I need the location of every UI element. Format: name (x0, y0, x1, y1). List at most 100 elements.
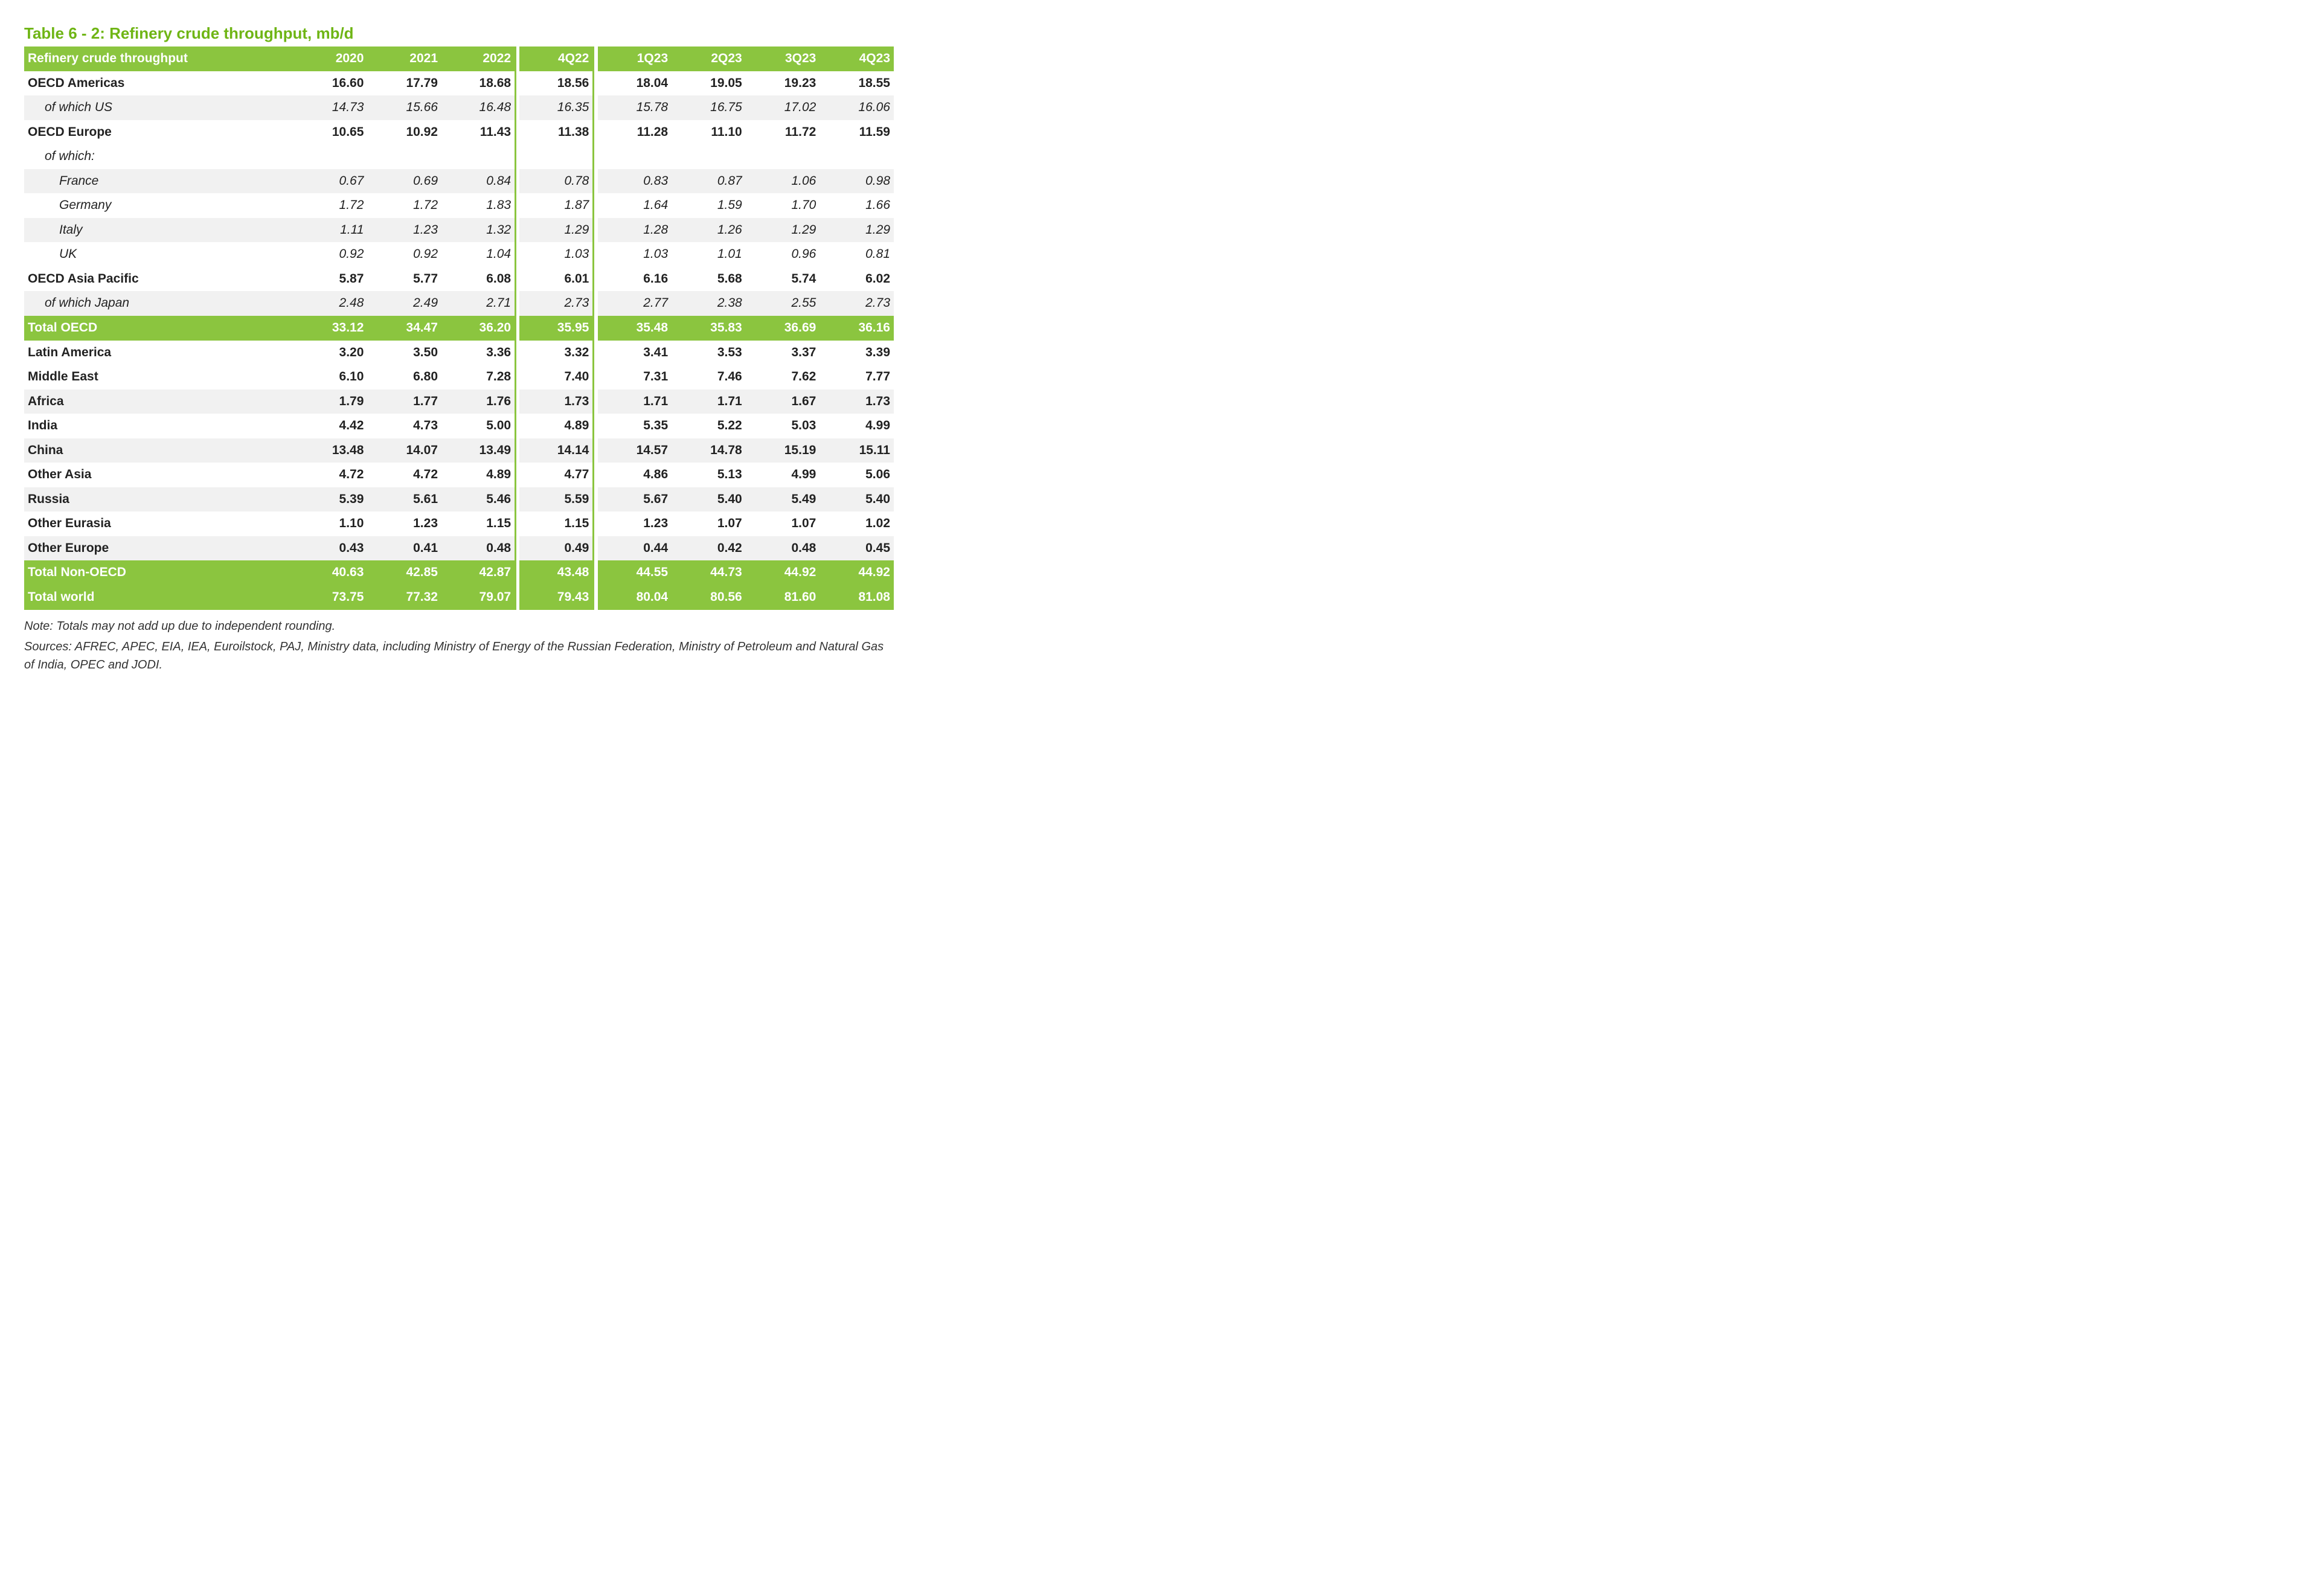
cell-4q23: 36.16 (820, 316, 894, 341)
cell-2021: 6.80 (367, 365, 441, 389)
cell-2020: 10.65 (293, 120, 368, 145)
column-gap (516, 560, 520, 585)
column-gap (594, 242, 598, 267)
column-gap (516, 316, 520, 341)
cell-2022: 0.84 (441, 169, 516, 194)
column-gap (594, 169, 598, 194)
cell-2q23: 11.10 (672, 120, 746, 145)
cell-1q23: 0.83 (598, 169, 672, 194)
cell-4q22: 1.87 (519, 193, 594, 218)
cell-4q22: 18.56 (519, 71, 594, 96)
column-gap (516, 218, 520, 243)
cell-1q23: 15.78 (598, 95, 672, 120)
cell-2q23: 2.38 (672, 291, 746, 316)
cell-1q23: 1.03 (598, 242, 672, 267)
cell-3q23: 5.49 (746, 487, 820, 512)
cell-2022: 6.08 (441, 267, 516, 292)
column-gap (516, 438, 520, 463)
table-row: of which US14.7315.6616.4816.3515.7816.7… (24, 95, 894, 120)
cell-2q23: 14.78 (672, 438, 746, 463)
row-label: France (24, 169, 293, 194)
cell-2022: 0.48 (441, 536, 516, 561)
cell-3q23: 3.37 (746, 341, 820, 365)
column-gap (594, 218, 598, 243)
table-row: Italy1.111.231.321.291.281.261.291.29 (24, 218, 894, 243)
header-2022: 2022 (441, 46, 516, 71)
cell-2022: 1.76 (441, 389, 516, 414)
row-label: Middle East (24, 365, 293, 389)
column-gap (594, 463, 598, 487)
cell-4q23: 44.92 (820, 560, 894, 585)
cell-3q23: 1.07 (746, 511, 820, 536)
note-line: Note: Totals may not add up due to indep… (24, 617, 894, 635)
header-3q23: 3Q23 (746, 46, 820, 71)
cell-1q23: 44.55 (598, 560, 672, 585)
cell-3q23: 1.29 (746, 218, 820, 243)
column-gap (594, 316, 598, 341)
row-label: of which: (24, 144, 293, 169)
cell-4q22: 7.40 (519, 365, 594, 389)
column-gap (516, 487, 520, 512)
cell-2022 (441, 144, 516, 169)
row-label: Total world (24, 585, 293, 610)
table-row: Africa1.791.771.761.731.711.711.671.73 (24, 389, 894, 414)
cell-2q23: 1.71 (672, 389, 746, 414)
cell-4q22: 16.35 (519, 95, 594, 120)
cell-3q23: 0.96 (746, 242, 820, 267)
cell-2020: 1.79 (293, 389, 368, 414)
column-gap (516, 46, 520, 71)
cell-4q23: 5.06 (820, 463, 894, 487)
cell-2q23: 5.22 (672, 414, 746, 438)
cell-2021: 1.23 (367, 511, 441, 536)
row-label: Africa (24, 389, 293, 414)
table-row: China13.4814.0713.4914.1414.5714.7815.19… (24, 438, 894, 463)
table-row: Middle East6.106.807.287.407.317.467.627… (24, 365, 894, 389)
table-row: Total OECD33.1234.4736.2035.9535.4835.83… (24, 316, 894, 341)
column-gap (516, 95, 520, 120)
cell-2q23: 1.01 (672, 242, 746, 267)
column-gap (516, 242, 520, 267)
column-gap (594, 267, 598, 292)
cell-2q23: 44.73 (672, 560, 746, 585)
table-row: of which Japan2.482.492.712.732.772.382.… (24, 291, 894, 316)
column-gap (594, 291, 598, 316)
cell-2022: 13.49 (441, 438, 516, 463)
table-notes: Note: Totals may not add up due to indep… (24, 617, 894, 674)
column-gap (594, 511, 598, 536)
cell-2020: 1.11 (293, 218, 368, 243)
table-row: of which: (24, 144, 894, 169)
cell-2022: 18.68 (441, 71, 516, 96)
header-2q23: 2Q23 (672, 46, 746, 71)
cell-1q23: 1.71 (598, 389, 672, 414)
table-row: Other Asia4.724.724.894.774.865.134.995.… (24, 463, 894, 487)
cell-2020: 0.67 (293, 169, 368, 194)
row-label: Other Eurasia (24, 511, 293, 536)
column-gap (594, 144, 598, 169)
cell-2020: 5.39 (293, 487, 368, 512)
column-gap (516, 71, 520, 96)
cell-2021: 14.07 (367, 438, 441, 463)
cell-1q23: 2.77 (598, 291, 672, 316)
cell-2q23: 1.26 (672, 218, 746, 243)
cell-2020: 0.92 (293, 242, 368, 267)
row-label: Latin America (24, 341, 293, 365)
column-gap (516, 585, 520, 610)
column-gap (594, 365, 598, 389)
cell-2q23: 5.68 (672, 267, 746, 292)
cell-4q23: 1.66 (820, 193, 894, 218)
cell-2022: 4.89 (441, 463, 516, 487)
column-gap (594, 560, 598, 585)
cell-4q22: 14.14 (519, 438, 594, 463)
table-row: OECD Americas16.6017.7918.6818.5618.0419… (24, 71, 894, 96)
cell-2020: 1.72 (293, 193, 368, 218)
cell-3q23: 81.60 (746, 585, 820, 610)
column-gap (594, 120, 598, 145)
cell-4q23 (820, 144, 894, 169)
cell-2020: 16.60 (293, 71, 368, 96)
cell-4q23: 2.73 (820, 291, 894, 316)
cell-2021: 77.32 (367, 585, 441, 610)
table-row: Other Europe0.430.410.480.490.440.420.48… (24, 536, 894, 561)
cell-2022: 16.48 (441, 95, 516, 120)
cell-3q23: 19.23 (746, 71, 820, 96)
table-row: OECD Europe10.6510.9211.4311.3811.2811.1… (24, 120, 894, 145)
